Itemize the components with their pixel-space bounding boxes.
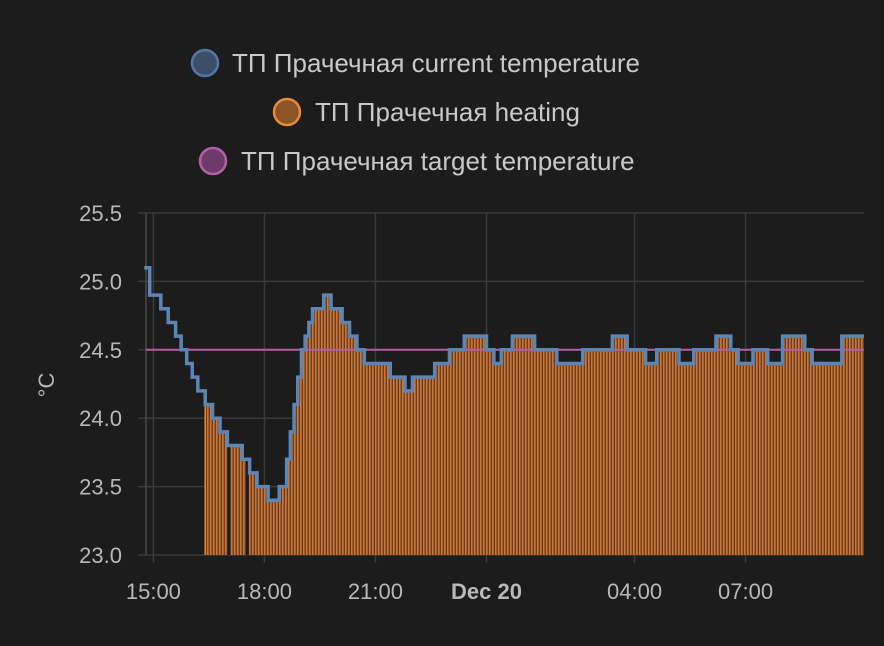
legend-item-heating[interactable]: ТП Прачечная heating (272, 97, 580, 127)
current-series (144, 265, 864, 503)
y-tick-label: 24.5 (79, 338, 122, 363)
heating-series (204, 267, 864, 555)
heating-gap (227, 267, 231, 555)
legend-label-heating: ТП Прачечная heating (315, 97, 580, 127)
legend-swatch-current (190, 48, 220, 78)
x-tick-label: 04:00 (607, 579, 662, 604)
x-tick-label: 15:00 (126, 579, 181, 604)
y-axis-label: °C (34, 373, 59, 398)
legend-label-target: ТП Прачечная target temperature (241, 146, 635, 176)
x-tick-label: 07:00 (718, 579, 773, 604)
legend-swatch-target (198, 146, 228, 176)
current-temperature-line (144, 265, 864, 503)
y-tick-label: 25.5 (79, 201, 122, 226)
legend: ТП Прачечная current temperature ТП Прач… (190, 48, 640, 176)
legend-swatch-heating (272, 97, 302, 127)
y-tick-label: 23.0 (79, 543, 122, 568)
legend-item-target[interactable]: ТП Прачечная target temperature (198, 146, 635, 176)
x-tick-label: 18:00 (237, 579, 292, 604)
x-tick-label: Dec 20 (451, 579, 522, 604)
legend-label-current: ТП Прачечная current temperature (232, 48, 640, 78)
legend-item-current[interactable]: ТП Прачечная current temperature (190, 48, 640, 78)
heating-gap (245, 267, 249, 555)
y-tick-label: 23.5 (79, 475, 122, 500)
x-axis: 15:00 18:00 21:00 Dec 20 04:00 07:00 (126, 579, 773, 604)
y-tick-label: 24.0 (79, 406, 122, 431)
heating-area (205, 267, 864, 555)
x-tick-label: 21:00 (348, 579, 403, 604)
y-axis: 25.5 25.0 24.5 24.0 23.5 23.0 (79, 201, 122, 568)
y-tick-label: 25.0 (79, 269, 122, 294)
